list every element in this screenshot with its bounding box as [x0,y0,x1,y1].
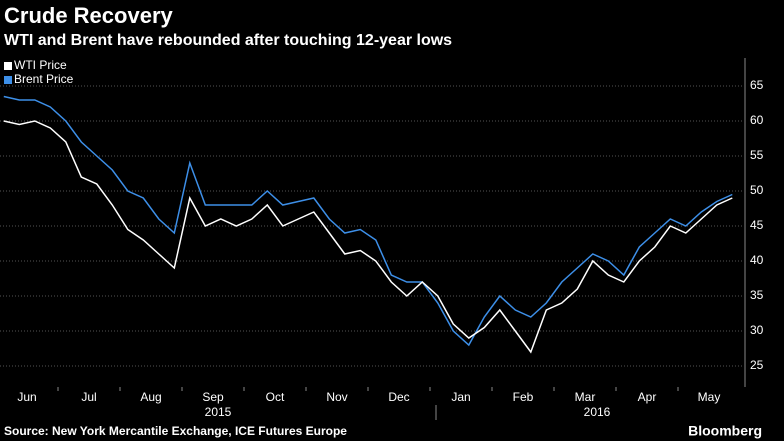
x-tick-label: Nov [326,390,347,404]
x-tick-label: Jan [451,390,470,404]
x-tick-label: Jul [81,390,96,404]
series-line [3,95,733,347]
x-tick-label: Oct [266,390,285,404]
year-label: 2015 [205,405,232,419]
y-tick-label: 60 [750,113,764,127]
series-line [3,120,733,354]
y-tick-label: 25 [750,358,764,372]
legend-label: Brent Price [14,72,74,86]
logo: Bloomberg [688,423,762,439]
x-tick-label: Dec [388,390,409,404]
x-tick-label: Jun [17,390,36,404]
source: Source: New York Mercantile Exchange, IC… [4,424,347,438]
x-tick-label: Mar [575,390,596,404]
chart-title: Crude Recovery [4,3,174,28]
y-tick-label: 35 [750,288,764,302]
chart-subtitle: WTI and Brent have rebounded after touch… [4,32,452,49]
legend-swatch [4,62,12,70]
x-tick-label: Apr [638,390,657,404]
x-tick-label: Sep [202,390,224,404]
y-tick-label: 55 [750,148,764,162]
y-tick-label: 65 [750,78,764,92]
x-tick-label: Aug [140,390,161,404]
x-tick-label: Feb [513,390,534,404]
x-tick-label: May [698,390,721,404]
y-tick-label: 50 [750,183,764,197]
y-tick-label: 30 [750,323,764,337]
y-tick-label: 45 [750,218,764,232]
y-tick-label: 40 [750,253,764,267]
legend-label: WTI Price [14,58,67,72]
legend-swatch [4,76,12,84]
year-label: 2016 [584,405,611,419]
